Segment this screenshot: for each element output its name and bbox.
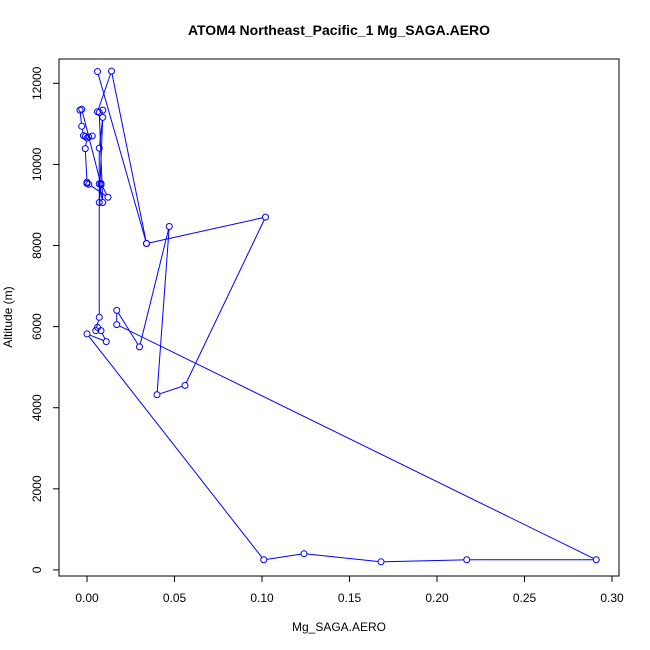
- series-line-segment: [84, 151, 88, 180]
- series-line-segment: [99, 120, 103, 146]
- series-line-segment: [90, 185, 106, 197]
- data-point: [81, 145, 89, 153]
- x-axis-ticks: 0.00 0.05 0.10 0.15 0.20 0.25 0.30: [75, 576, 624, 605]
- x-axis-title: Mg_SAGA.AERO: [292, 620, 386, 634]
- series-line-segment: [306, 553, 379, 562]
- data-point: [95, 144, 103, 152]
- data-point: [300, 550, 308, 558]
- data-point: [83, 178, 91, 186]
- y-tick-label: 2000: [30, 475, 44, 502]
- x-tick-label: 0.05: [163, 591, 187, 605]
- x-tick-label: 0.15: [338, 591, 362, 605]
- series-line-segment: [88, 335, 263, 558]
- data-point: [88, 132, 96, 140]
- data-point: [260, 556, 268, 564]
- data-point: [78, 122, 86, 130]
- series-line-segment: [119, 325, 594, 559]
- series-line-segment: [81, 129, 84, 133]
- data-point: [95, 109, 103, 117]
- y-tick-label: 10000: [30, 147, 44, 181]
- data-point: [113, 306, 121, 314]
- series-line-segment: [98, 73, 111, 110]
- data-point: [83, 330, 91, 338]
- series-line-segment: [185, 219, 265, 383]
- series-line-segment: [139, 229, 170, 345]
- x-tick-label: 0.10: [250, 591, 274, 605]
- series-line-segment: [266, 553, 302, 560]
- data-point: [592, 556, 600, 564]
- data-point: [104, 193, 112, 201]
- data-point: [113, 321, 121, 329]
- data-point: [165, 222, 173, 230]
- y-tick-label: 0: [30, 566, 44, 573]
- x-tick-label: 0.00: [75, 591, 99, 605]
- data-point: [136, 343, 143, 351]
- data-point: [85, 133, 93, 141]
- x-tick-label: 0.30: [600, 591, 624, 605]
- data-point: [78, 105, 86, 113]
- chart-title: ATOM4 Northeast_Pacific_1 Mg_SAGA.AERO: [188, 22, 490, 38]
- data-point: [377, 558, 385, 566]
- series-line-segment: [111, 74, 147, 241]
- series-line-segment: [79, 113, 82, 124]
- series-line-segment: [383, 559, 464, 563]
- series-line-segment: [117, 312, 139, 345]
- y-axis-title: Altitude (m): [1, 286, 15, 347]
- data-point: [95, 199, 103, 207]
- series-line-segment: [101, 185, 108, 195]
- data-point: [153, 391, 161, 399]
- series-line-segment: [156, 229, 170, 392]
- y-tick-label: 4000: [30, 394, 44, 421]
- series-line-segment: [85, 140, 88, 146]
- data-point: [94, 68, 101, 76]
- y-tick-label: 6000: [30, 313, 44, 340]
- data-point: [99, 113, 107, 121]
- y-axis-ticks: 0 2000 4000 6000 8000 10000 12000: [30, 66, 59, 573]
- data-point: [143, 239, 150, 247]
- data-point: [181, 381, 189, 389]
- data-point: [463, 556, 471, 564]
- data-point: [262, 213, 269, 221]
- data-point: [102, 338, 110, 346]
- data-point: [97, 327, 105, 335]
- y-tick-label: 12000: [30, 66, 44, 100]
- x-tick-label: 0.25: [513, 591, 537, 605]
- series-line-segment: [82, 112, 101, 182]
- series-layer: [76, 67, 600, 566]
- data-point: [95, 313, 103, 321]
- series-line-segment: [89, 334, 104, 341]
- data-point: [99, 106, 107, 114]
- x-tick-label: 0.20: [425, 591, 449, 605]
- data-point: [97, 180, 105, 188]
- data-point: [80, 132, 87, 140]
- y-tick-label: 8000: [30, 232, 44, 259]
- data-point: [108, 67, 115, 75]
- plot-frame: [58, 58, 620, 577]
- data-point: [99, 199, 107, 207]
- series-line-segment: [149, 217, 263, 244]
- series-line-segment: [101, 333, 106, 340]
- series-line-segment: [159, 385, 183, 395]
- series-line-segment: [97, 74, 147, 241]
